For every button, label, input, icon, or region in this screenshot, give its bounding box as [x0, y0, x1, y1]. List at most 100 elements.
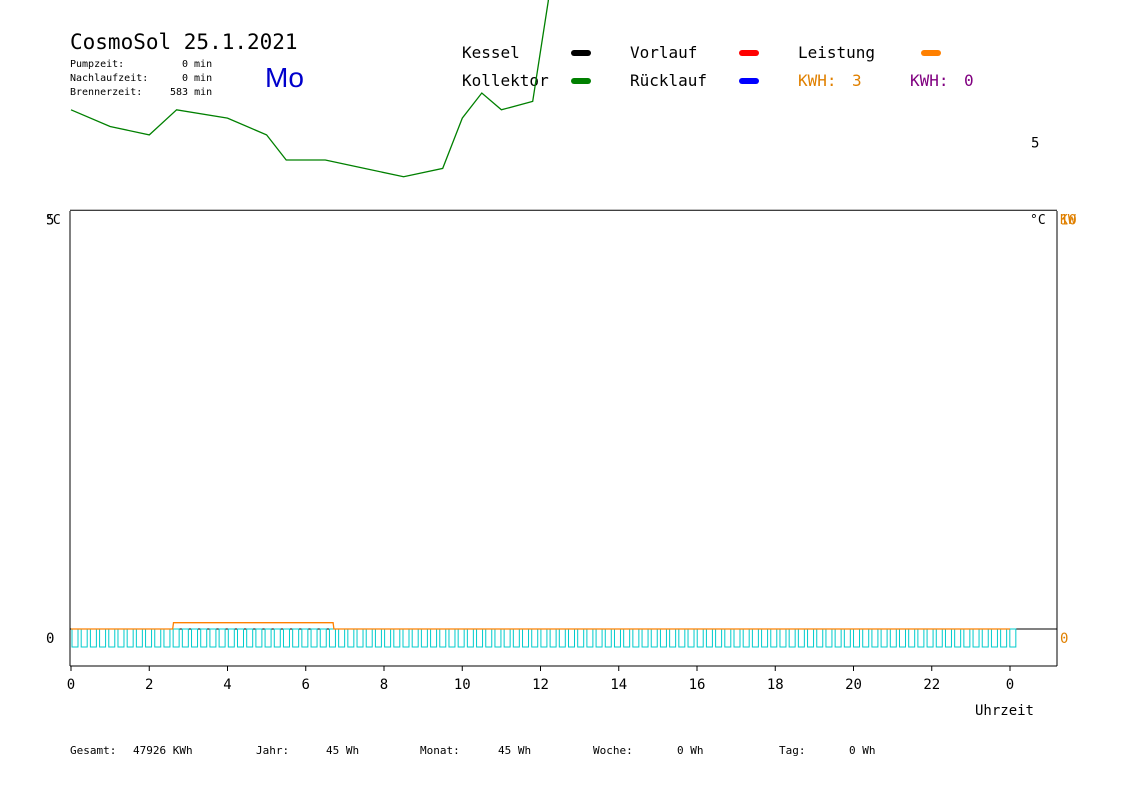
- legend-kessel-swatch: [571, 50, 591, 56]
- status-tick: [338, 628, 346, 648]
- status-tick: [145, 628, 153, 648]
- status-tick: [117, 628, 125, 648]
- status-tick: [751, 628, 759, 648]
- status-tick: [595, 628, 603, 648]
- status-tick: [944, 628, 952, 648]
- status-tick: [1000, 628, 1008, 648]
- status-tick: [807, 628, 815, 648]
- status-tick: [659, 628, 667, 648]
- legend-kollektor-swatch: [571, 78, 591, 84]
- x-tick-label: 0: [67, 677, 75, 693]
- status-tick: [319, 628, 327, 648]
- status-tick: [80, 628, 88, 648]
- status-tick: [604, 628, 612, 648]
- status-tick: [466, 628, 474, 648]
- status-tick: [71, 628, 79, 648]
- legend-kessel-label: Kessel: [462, 43, 520, 62]
- status-tick: [301, 628, 309, 648]
- status-tick: [246, 628, 254, 648]
- status-tick: [402, 628, 410, 648]
- status-tick: [715, 628, 723, 648]
- page-title: CosmoSol 25.1.2021: [70, 30, 298, 54]
- status-tick: [816, 628, 824, 648]
- status-tick: [273, 628, 281, 648]
- kwh-solar-label: KWH:: [798, 71, 837, 90]
- x-tick-label: 12: [532, 677, 549, 693]
- status-tick: [724, 628, 732, 648]
- x-tick-label: 6: [302, 677, 310, 693]
- status-tick: [503, 628, 511, 648]
- status-tick: [549, 628, 557, 648]
- status-tick: [448, 628, 456, 648]
- status-tick: [1009, 628, 1017, 648]
- status-tick: [411, 628, 419, 648]
- status-tick: [356, 628, 364, 648]
- status-tick: [439, 628, 447, 648]
- status-tick: [669, 628, 677, 648]
- y-right-tick-label: 5: [1031, 135, 1039, 151]
- status-tick: [770, 628, 778, 648]
- y-kw-unit: KW: [1060, 213, 1076, 228]
- stat-brennerzeit-label: Brennerzeit:: [70, 87, 143, 98]
- status-tick: [384, 628, 392, 648]
- status-tick: [558, 628, 566, 648]
- footer-woche-value: 0 Wh: [677, 744, 704, 757]
- footer-tag-label: Tag:: [779, 744, 806, 757]
- status-tick: [227, 628, 235, 648]
- status-tick: [898, 628, 906, 648]
- x-tick-label: 16: [689, 677, 706, 693]
- status-tick: [374, 628, 382, 648]
- status-tick: [797, 628, 805, 648]
- status-tick: [926, 628, 934, 648]
- y-kw-tick-label: 10: [1060, 212, 1077, 228]
- status-tick: [476, 628, 484, 648]
- status-tick: [761, 628, 769, 648]
- kwh-solar-value: 3: [852, 71, 862, 90]
- series-kollektor: [70, 0, 550, 178]
- y-left-tick-label: 0: [46, 631, 54, 647]
- status-tick: [328, 628, 336, 648]
- status-tick: [641, 628, 649, 648]
- stat-nachlaufzeit-label: Nachlaufzeit:: [70, 73, 149, 84]
- x-tick-label: 10: [454, 677, 471, 693]
- legend-vorlauf-label: Vorlauf: [630, 43, 698, 62]
- status-tick: [540, 628, 548, 648]
- status-tick: [908, 628, 916, 648]
- x-tick-label: 0: [1006, 677, 1014, 693]
- x-tick-label: 20: [845, 677, 862, 693]
- legend-leistung-label: Leistung: [798, 43, 876, 62]
- status-tick: [494, 628, 502, 648]
- legend-ruecklauf-label: Rücklauf: [630, 71, 708, 90]
- status-tick: [218, 628, 226, 648]
- status-tick: [282, 628, 290, 648]
- status-tick: [586, 628, 594, 648]
- status-tick: [264, 628, 272, 648]
- footer-gesamt-value: 47926 KWh: [133, 744, 193, 757]
- status-tick: [310, 628, 318, 648]
- footer-jahr-value: 45 Wh: [326, 744, 360, 757]
- kwh-burner-label: KWH:: [910, 71, 949, 90]
- status-tick: [788, 628, 796, 648]
- status-tick: [181, 628, 189, 648]
- y-right-unit: °C: [1030, 213, 1046, 228]
- status-tick: [163, 628, 171, 648]
- x-tick-label: 14: [610, 677, 627, 693]
- x-tick-label: 18: [767, 677, 784, 693]
- y-kw-tick-label: 0: [1060, 631, 1068, 647]
- status-tick: [632, 628, 640, 648]
- footer-monat-value: 45 Wh: [498, 744, 532, 757]
- series-leistung: [71, 622, 1010, 630]
- status-tick: [853, 628, 861, 648]
- status-tick: [89, 628, 97, 648]
- status-tick: [963, 628, 971, 648]
- x-tick-label: 4: [223, 677, 231, 693]
- status-tick: [108, 628, 116, 648]
- kwh-burner-value: 0: [964, 71, 974, 90]
- status-tick: [154, 628, 162, 648]
- status-tick: [209, 628, 217, 648]
- status-tick: [954, 628, 962, 648]
- legend-leistung-swatch: [921, 50, 941, 56]
- stat-pumpzeit-value: 0 min: [182, 59, 213, 70]
- status-tick: [567, 628, 575, 648]
